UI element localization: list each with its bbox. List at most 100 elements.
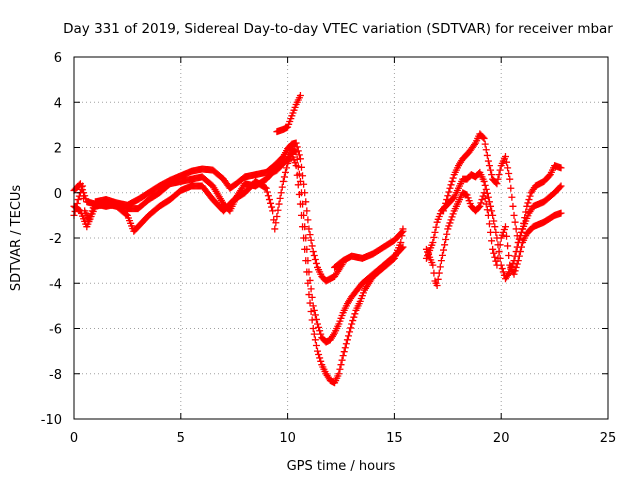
data-point: [494, 241, 502, 249]
data-point: [337, 361, 345, 369]
data-point: [441, 203, 449, 211]
data-point: [310, 330, 318, 338]
y-tick-label: 0: [54, 187, 62, 202]
data-point: [445, 222, 453, 230]
data-point: [294, 181, 302, 189]
data-point: [265, 196, 273, 204]
data-point: [504, 242, 512, 250]
data-point: [343, 336, 351, 344]
axes: 0 5 10 15 20 25 -10 -8 -6 -4 -2 0 2 4 6: [41, 51, 617, 446]
data-point: [495, 171, 503, 179]
data-point: [503, 232, 511, 240]
data-point: [442, 236, 450, 244]
y-axis-label: SDTVAR / TECUs: [9, 185, 24, 292]
data-point: [481, 181, 489, 189]
data-series: [273, 91, 304, 136]
data-point: [443, 230, 451, 238]
data-series: [331, 227, 407, 271]
data-point: [445, 188, 453, 196]
data-point: [301, 245, 309, 253]
data-point: [438, 251, 446, 259]
data-point: [485, 198, 493, 206]
data-point: [397, 239, 405, 247]
data-point: [278, 183, 286, 191]
data-series: [440, 130, 565, 247]
x-tick-label: 10: [279, 431, 296, 446]
data-point: [309, 248, 317, 256]
data-point: [513, 243, 521, 251]
data-point: [340, 348, 348, 356]
data-point: [524, 199, 532, 207]
data-point: [507, 184, 515, 192]
x-tick-label: 0: [70, 431, 78, 446]
data-point: [446, 184, 454, 192]
data-point: [275, 200, 283, 208]
data-point: [444, 225, 452, 233]
data-point: [297, 211, 305, 219]
data-point: [510, 257, 518, 265]
x-axis-label: GPS time / hours: [287, 459, 396, 474]
data-point: [448, 213, 456, 221]
data-point: [480, 177, 488, 185]
data-point: [483, 151, 491, 159]
data-point: [299, 223, 307, 231]
data-point: [434, 275, 442, 283]
data-point: [293, 171, 301, 179]
data-point: [523, 202, 531, 210]
data-points: [70, 91, 565, 387]
data-point: [512, 263, 520, 271]
data-point: [483, 206, 491, 214]
data-point: [520, 219, 528, 227]
data-point: [508, 193, 516, 201]
data-point: [484, 193, 492, 201]
data-point: [347, 324, 355, 332]
data-point: [516, 232, 524, 240]
data-point: [262, 184, 270, 192]
data-point: [481, 140, 489, 148]
data-point: [342, 340, 350, 348]
data-point: [482, 185, 490, 193]
data-point: [351, 310, 359, 318]
data-point: [490, 217, 498, 225]
data-point: [436, 263, 444, 271]
data-point: [432, 223, 440, 231]
data-point: [336, 365, 344, 373]
data-point: [431, 228, 439, 236]
data-point: [449, 174, 457, 182]
data-point: [344, 332, 352, 340]
x-tick-label: 20: [493, 431, 510, 446]
data-point: [512, 225, 520, 233]
data-point: [556, 183, 564, 191]
data-point: [488, 237, 496, 245]
data-point: [399, 227, 407, 235]
data-point: [273, 213, 281, 221]
data-point: [446, 219, 454, 227]
data-point: [510, 211, 518, 219]
data-point: [496, 166, 504, 174]
data-point: [491, 253, 499, 261]
data-point: [271, 225, 279, 233]
data-point: [303, 268, 311, 276]
data-point: [261, 184, 269, 192]
data-point: [483, 189, 491, 197]
data-point: [506, 175, 514, 183]
data-point: [339, 352, 347, 360]
y-tick-label: -10: [41, 413, 62, 428]
data-point: [311, 255, 319, 263]
data-point: [489, 245, 497, 253]
y-tick-label: 4: [54, 96, 62, 111]
data-point: [79, 186, 87, 194]
data-point: [504, 164, 512, 172]
data-point: [346, 328, 354, 336]
data-point: [308, 242, 316, 250]
data-point: [279, 177, 287, 185]
data-point: [317, 357, 325, 365]
y-tick-label: -4: [49, 277, 62, 292]
data-point: [487, 202, 495, 210]
data-point: [485, 220, 493, 228]
data-series: [70, 150, 407, 387]
data-point: [448, 177, 456, 185]
data-point: [306, 299, 314, 307]
data-point: [300, 234, 308, 242]
data-point: [122, 210, 130, 218]
